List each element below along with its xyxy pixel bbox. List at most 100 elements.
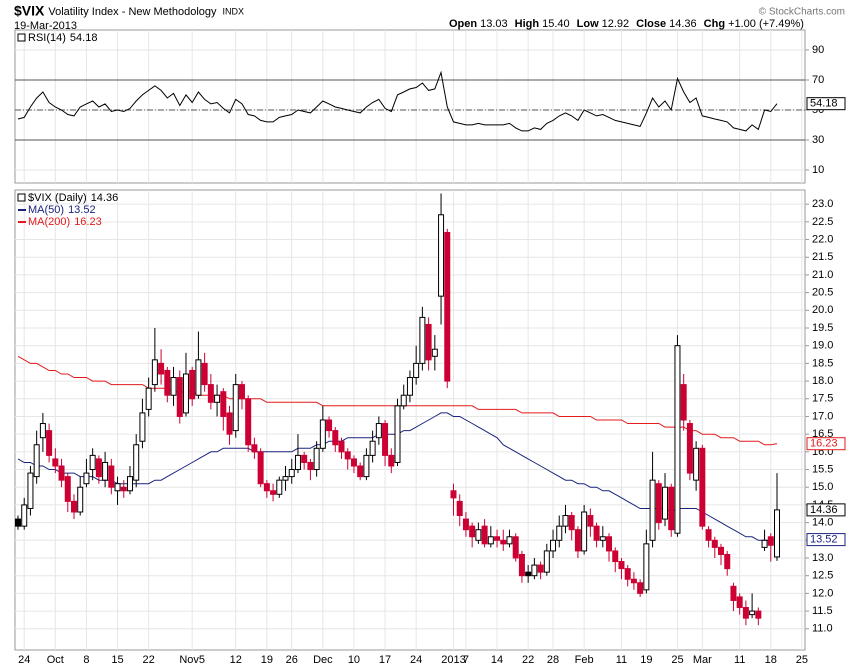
value-tag-box (806, 533, 846, 547)
candle-body (637, 582, 644, 594)
candle-body (761, 539, 768, 548)
candle-body (46, 430, 53, 456)
candle-body (587, 515, 594, 527)
candle-body (618, 561, 625, 570)
y-tick-label: 21.0 (812, 269, 833, 281)
value-tag-text: 13.52 (810, 534, 838, 546)
x-tick-label: 24 (410, 654, 422, 666)
panel-frame (14, 29, 806, 184)
candle-body (95, 458, 102, 478)
quote-value: 13.03 (480, 18, 508, 30)
candle-body (189, 369, 196, 400)
candle-body (326, 419, 333, 432)
legend-swatch (17, 33, 26, 42)
value-tag: 16.23 (806, 437, 846, 451)
y-tick-label: 11.0 (812, 623, 833, 635)
candle-body (195, 359, 202, 396)
candle-body (294, 454, 301, 471)
candle-body (313, 447, 320, 471)
candle-body (711, 539, 718, 548)
quote-label: Open (449, 18, 477, 30)
security-name: Volatility Index - New Methodology (48, 6, 217, 18)
candle-body (705, 529, 712, 541)
candle-body (736, 596, 743, 609)
candle-body (27, 472, 34, 509)
value-tag-box (806, 503, 846, 517)
candle-body (139, 412, 146, 442)
x-tick-label: 2013 (441, 654, 465, 666)
candle-body (606, 536, 613, 552)
candle-body (21, 504, 28, 527)
y-tick-label: 90 (812, 44, 824, 56)
panel-frame (14, 189, 806, 651)
candle-body (742, 607, 749, 619)
credit: © StockCharts.com (759, 7, 845, 18)
value-tag-text: 16.23 (810, 438, 838, 450)
x-tick-label: 25 (671, 654, 683, 666)
candle-body (755, 610, 762, 619)
candle-body (506, 536, 513, 545)
candle-body (319, 419, 326, 449)
candle-body (102, 461, 109, 481)
candle-body (749, 610, 756, 616)
candle-body (494, 536, 501, 541)
candle-body (767, 536, 774, 546)
candle-body (774, 509, 780, 558)
x-tick-label: 8 (83, 654, 89, 666)
value-tag: 14.36 (806, 503, 846, 517)
y-tick-label: 11.5 (812, 605, 833, 617)
candle-body (431, 348, 438, 357)
candle-body (550, 539, 557, 552)
quote-value: +1.00 (+7.49%) (728, 18, 804, 30)
y-tick-label: 22.5 (812, 216, 833, 228)
value-tag-text: 14.36 (810, 504, 838, 516)
candle-body (145, 387, 152, 410)
candle-body (89, 454, 96, 471)
candle-body (686, 423, 693, 474)
candle-body (581, 511, 588, 552)
candle-body (475, 529, 482, 541)
x-tick-label: 22 (143, 654, 155, 666)
x-tick-label: 11 (616, 654, 627, 666)
candle-body (182, 373, 189, 414)
y-tick-label: 18.0 (812, 375, 833, 387)
y-tick-label: 15.5 (812, 463, 833, 475)
candle-body (270, 490, 277, 495)
x-tick-label: 19 (261, 654, 273, 666)
candle-body (214, 394, 221, 403)
line-series (17, 70, 778, 132)
candle-body (15, 518, 21, 527)
x-tick-label: 15 (111, 654, 123, 666)
candle-body (599, 536, 606, 541)
candle-body (344, 451, 351, 460)
candle-body (388, 454, 395, 467)
candle-body (338, 440, 345, 453)
x-tick-label: 7 (463, 654, 469, 666)
candle-body (114, 483, 121, 492)
y-tick-label: 19.0 (812, 340, 833, 352)
candle-body (612, 550, 619, 563)
x-tick-label: 24 (18, 654, 30, 666)
y-tick-label: 20.5 (812, 287, 833, 299)
candle-body (469, 525, 476, 538)
value-tag-box (806, 97, 846, 111)
candle-body (375, 423, 382, 439)
candle-body (680, 384, 687, 421)
candle-body (543, 550, 550, 573)
x-tick-label: 11 (734, 654, 745, 666)
y-tick-label: 17.0 (812, 410, 833, 422)
y-tick-label: 15.0 (812, 481, 833, 493)
candle-body (201, 362, 208, 386)
x-tick-label: 19 (640, 654, 652, 666)
candle-body (158, 362, 165, 375)
candle-body (70, 500, 77, 513)
candle-body (64, 476, 71, 502)
y-tick-label: 16.5 (812, 428, 833, 440)
candle-body (413, 362, 420, 379)
y-tick-label: 12.0 (812, 587, 833, 599)
value-tag: 54.18 (806, 97, 846, 111)
legend-value: 14.36 (91, 192, 119, 204)
candle-body (649, 479, 656, 541)
candle-body (276, 479, 283, 495)
x-tick-label: 10 (348, 654, 360, 666)
